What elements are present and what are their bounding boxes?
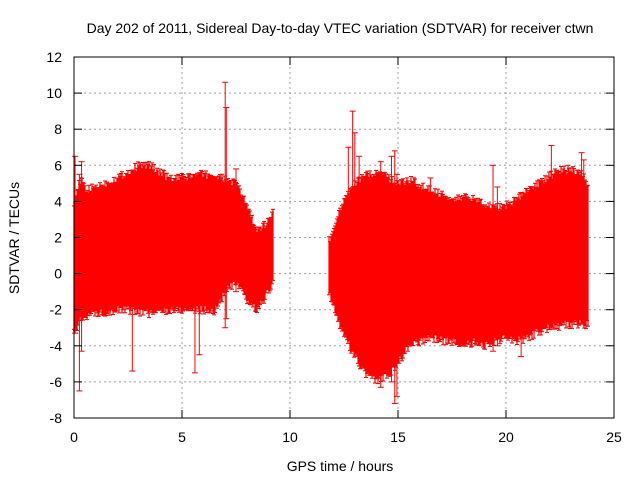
y-tick-label: 6	[54, 157, 62, 173]
y-tick-label: 8	[54, 121, 62, 137]
axis-ticks	[73, 56, 615, 419]
y-axis-label: SDTVAR / TECUs	[6, 182, 22, 294]
y-tick-label: 0	[54, 266, 62, 282]
x-tick-label: 15	[390, 429, 406, 445]
y-tick-label: -6	[50, 374, 63, 390]
y-tick-label: 4	[54, 193, 62, 209]
y-tick-label: 10	[46, 85, 62, 101]
chart-title: Day 202 of 2011, Sidereal Day-to-day VTE…	[87, 20, 594, 36]
x-tick-label: 10	[282, 429, 298, 445]
x-tick-label: 0	[70, 429, 78, 445]
plot-area	[72, 81, 590, 405]
y-tick-label: 12	[46, 49, 62, 65]
y-tick-label: -4	[50, 338, 63, 354]
y-tick-label: 2	[54, 230, 62, 246]
x-tick-label: 5	[178, 429, 186, 445]
y-tick-label: -8	[50, 410, 63, 426]
x-tick-label: 20	[498, 429, 514, 445]
y-tick-labels: -8 -6 -4 -2 0 2 4 6 8 10 12	[46, 49, 62, 426]
x-axis-label: GPS time / hours	[287, 458, 394, 474]
x-tick-labels: 0 5 10 15 20 25	[70, 429, 622, 445]
x-tick-label: 25	[606, 429, 622, 445]
y-tick-label: -2	[50, 302, 63, 318]
